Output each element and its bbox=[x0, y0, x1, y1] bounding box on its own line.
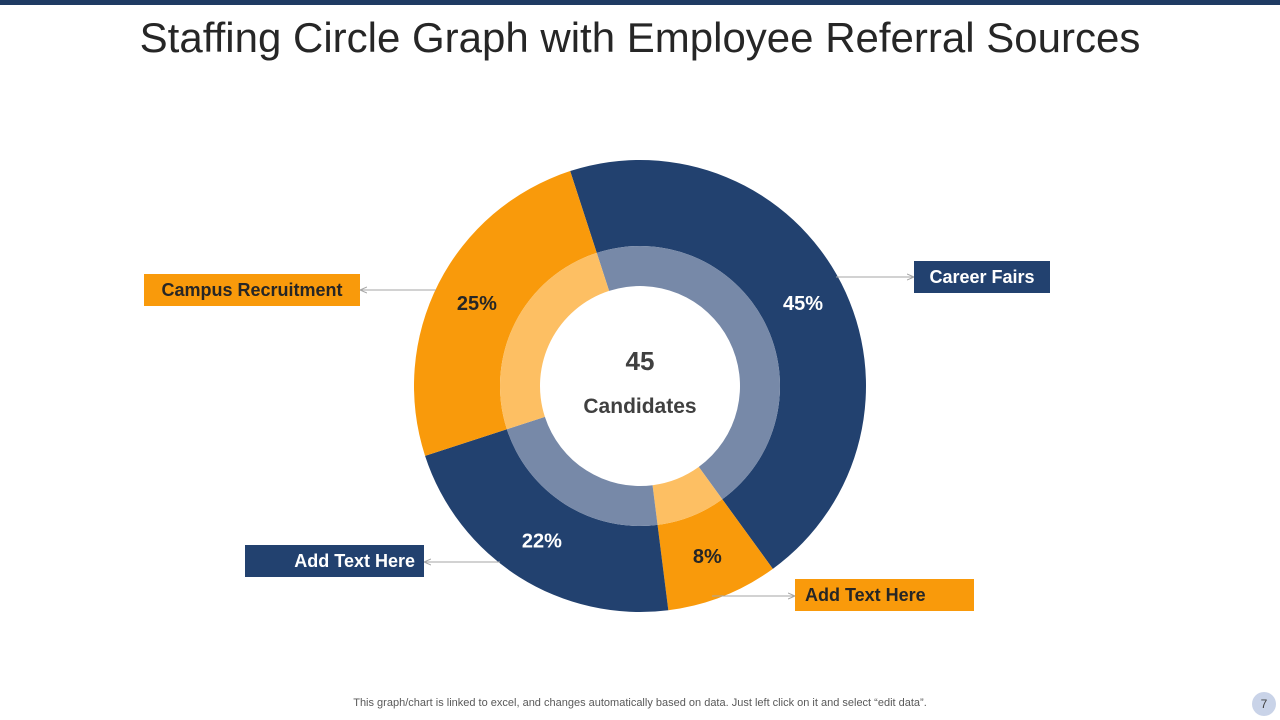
footer-note: This graph/chart is linked to excel, and… bbox=[353, 697, 927, 709]
callout-add-text-orange: Add Text Here bbox=[795, 579, 974, 611]
center-value: 45 bbox=[626, 346, 655, 376]
slide-title: Staffing Circle Graph with Employee Refe… bbox=[139, 14, 1141, 61]
callout-career-fairs: Career Fairs bbox=[914, 261, 1050, 293]
donut-slice-outer-1[interactable] bbox=[657, 499, 773, 611]
donut-slice-outer-0[interactable] bbox=[570, 160, 866, 569]
donut-slice-outer-2[interactable] bbox=[425, 429, 669, 612]
donut-slice-inner-1 bbox=[652, 466, 723, 525]
donut-slice-inner-0 bbox=[596, 245, 780, 500]
top-accent-bar bbox=[0, 0, 1280, 5]
center-label: Candidates bbox=[583, 395, 696, 418]
page-number: 7 bbox=[1252, 692, 1276, 716]
donut-slice-inner-3 bbox=[500, 252, 610, 430]
slice-value-label-1: 8% bbox=[693, 546, 722, 568]
slice-value-label-3: 25% bbox=[457, 293, 497, 315]
slice-value-label-0: 45% bbox=[783, 293, 823, 315]
callout-campus-recruitment: Campus Recruitment bbox=[144, 274, 360, 306]
donut-slice-inner-2 bbox=[506, 416, 658, 526]
callout-add-text-navy: Add Text Here bbox=[245, 545, 424, 577]
donut-slice-outer-3[interactable] bbox=[413, 171, 597, 456]
slice-value-label-2: 22% bbox=[522, 531, 562, 553]
